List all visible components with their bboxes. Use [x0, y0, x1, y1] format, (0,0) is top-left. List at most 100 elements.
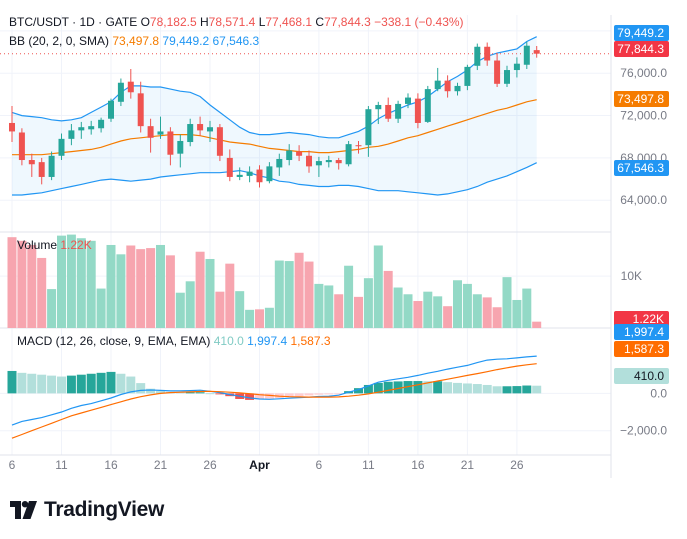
volume-bar[interactable]: [314, 283, 324, 328]
macd-histogram-bar[interactable]: [354, 388, 363, 394]
badge-last-price[interactable]: 77,844.3: [614, 41, 669, 57]
candle[interactable]: [98, 117, 105, 133]
candle[interactable]: [18, 128, 25, 166]
macd-histogram-bar[interactable]: [314, 393, 324, 395]
volume-bar[interactable]: [324, 285, 334, 328]
candle[interactable]: [28, 153, 35, 177]
candle[interactable]: [315, 156, 322, 177]
candle[interactable]: [216, 124, 223, 162]
candle[interactable]: [523, 41, 530, 69]
volume-bar[interactable]: [86, 240, 96, 328]
volume-bar[interactable]: [106, 244, 116, 328]
volume-bar[interactable]: [373, 245, 383, 328]
candle[interactable]: [474, 43, 481, 71]
macd-histogram-bar[interactable]: [185, 392, 195, 394]
volume-bar[interactable]: [235, 291, 245, 328]
candle[interactable]: [177, 134, 184, 168]
volume-bar[interactable]: [453, 280, 462, 328]
volume-bar[interactable]: [76, 238, 86, 328]
macd-histogram-bar[interactable]: [532, 385, 542, 394]
macd-histogram-bar[interactable]: [512, 386, 522, 394]
macd-histogram-bar[interactable]: [76, 374, 86, 394]
candle[interactable]: [9, 106, 15, 143]
macd-histogram-bar[interactable]: [116, 373, 126, 394]
macd-histogram-bar[interactable]: [294, 393, 304, 397]
volume-bar[interactable]: [175, 292, 185, 328]
macd-histogram-bar[interactable]: [433, 381, 443, 394]
volume-bar[interactable]: [423, 291, 433, 328]
candle[interactable]: [504, 65, 510, 87]
candle[interactable]: [207, 120, 213, 143]
volume-bar[interactable]: [146, 248, 156, 328]
candle[interactable]: [424, 85, 431, 123]
badge-bb-lower[interactable]: 67,546.3: [614, 160, 669, 176]
macd-histogram-bar[interactable]: [284, 393, 294, 398]
badge-volume[interactable]: 1.22K: [614, 311, 669, 327]
volume-bar[interactable]: [27, 244, 37, 328]
volume-bar[interactable]: [96, 288, 106, 328]
candle[interactable]: [167, 127, 174, 166]
macd-histogram-bar[interactable]: [423, 381, 433, 394]
volume-bar[interactable]: [354, 296, 363, 328]
candle[interactable]: [375, 101, 382, 125]
volume-bar[interactable]: [264, 307, 274, 328]
volume-bar[interactable]: [284, 261, 294, 328]
macd-histogram-bar[interactable]: [383, 381, 393, 394]
candle[interactable]: [157, 116, 164, 139]
badge-macd-signal[interactable]: 1,587.3: [614, 341, 669, 357]
volume-bar[interactable]: [403, 294, 413, 328]
macd-histogram-bar[interactable]: [17, 372, 27, 394]
candle[interactable]: [533, 46, 540, 58]
candle[interactable]: [513, 57, 520, 78]
macd-histogram-bar[interactable]: [7, 370, 17, 394]
macd-histogram-bar[interactable]: [215, 393, 225, 395]
volume-bar[interactable]: [274, 260, 284, 328]
candle[interactable]: [276, 153, 283, 176]
candle[interactable]: [246, 166, 253, 183]
volume-bar[interactable]: [165, 255, 175, 328]
macd-histogram-bar[interactable]: [255, 393, 264, 400]
volume-bar[interactable]: [195, 251, 205, 328]
macd-histogram-bar[interactable]: [106, 371, 116, 394]
volume-bar[interactable]: [433, 296, 443, 328]
volume-bar[interactable]: [57, 235, 66, 328]
macd-histogram-bar[interactable]: [482, 384, 492, 394]
volume-bar[interactable]: [482, 297, 492, 328]
candle[interactable]: [236, 167, 243, 181]
brand-logo[interactable]: TradingView: [10, 496, 164, 524]
volume-bar[interactable]: [136, 249, 146, 328]
candle[interactable]: [335, 157, 342, 170]
candle[interactable]: [454, 82, 461, 96]
candle[interactable]: [434, 67, 441, 92]
macd-histogram-bar[interactable]: [136, 383, 146, 394]
volume-bar[interactable]: [334, 294, 344, 328]
volume-bar[interactable]: [7, 237, 17, 328]
candle[interactable]: [88, 120, 95, 135]
volume-bar[interactable]: [47, 289, 57, 328]
macd-histogram-bar[interactable]: [502, 386, 512, 394]
macd-histogram-bar[interactable]: [373, 382, 383, 394]
volume-bar[interactable]: [512, 299, 522, 328]
candle[interactable]: [286, 144, 293, 166]
candle[interactable]: [58, 133, 65, 161]
macd-histogram-bar[interactable]: [37, 374, 47, 394]
badge-bb-upper[interactable]: 79,449.2: [614, 25, 669, 41]
volume-bar[interactable]: [66, 234, 76, 328]
candle[interactable]: [385, 97, 392, 122]
volume-bar[interactable]: [255, 309, 264, 328]
macd-histogram-bar[interactable]: [96, 372, 106, 394]
volume-bar[interactable]: [472, 294, 482, 328]
macd-histogram-bar[interactable]: [195, 392, 205, 394]
volume-bar[interactable]: [462, 283, 472, 328]
candle[interactable]: [365, 106, 372, 157]
macd-histogram-bar[interactable]: [393, 381, 403, 394]
macd-histogram-bar[interactable]: [453, 382, 462, 394]
macd-histogram-bar[interactable]: [47, 375, 57, 394]
candle[interactable]: [325, 155, 332, 168]
macd-histogram-bar[interactable]: [86, 373, 96, 394]
macd-histogram-bar[interactable]: [245, 393, 255, 400]
volume-bar[interactable]: [294, 252, 304, 328]
candle[interactable]: [48, 151, 55, 181]
candle[interactable]: [395, 100, 402, 123]
